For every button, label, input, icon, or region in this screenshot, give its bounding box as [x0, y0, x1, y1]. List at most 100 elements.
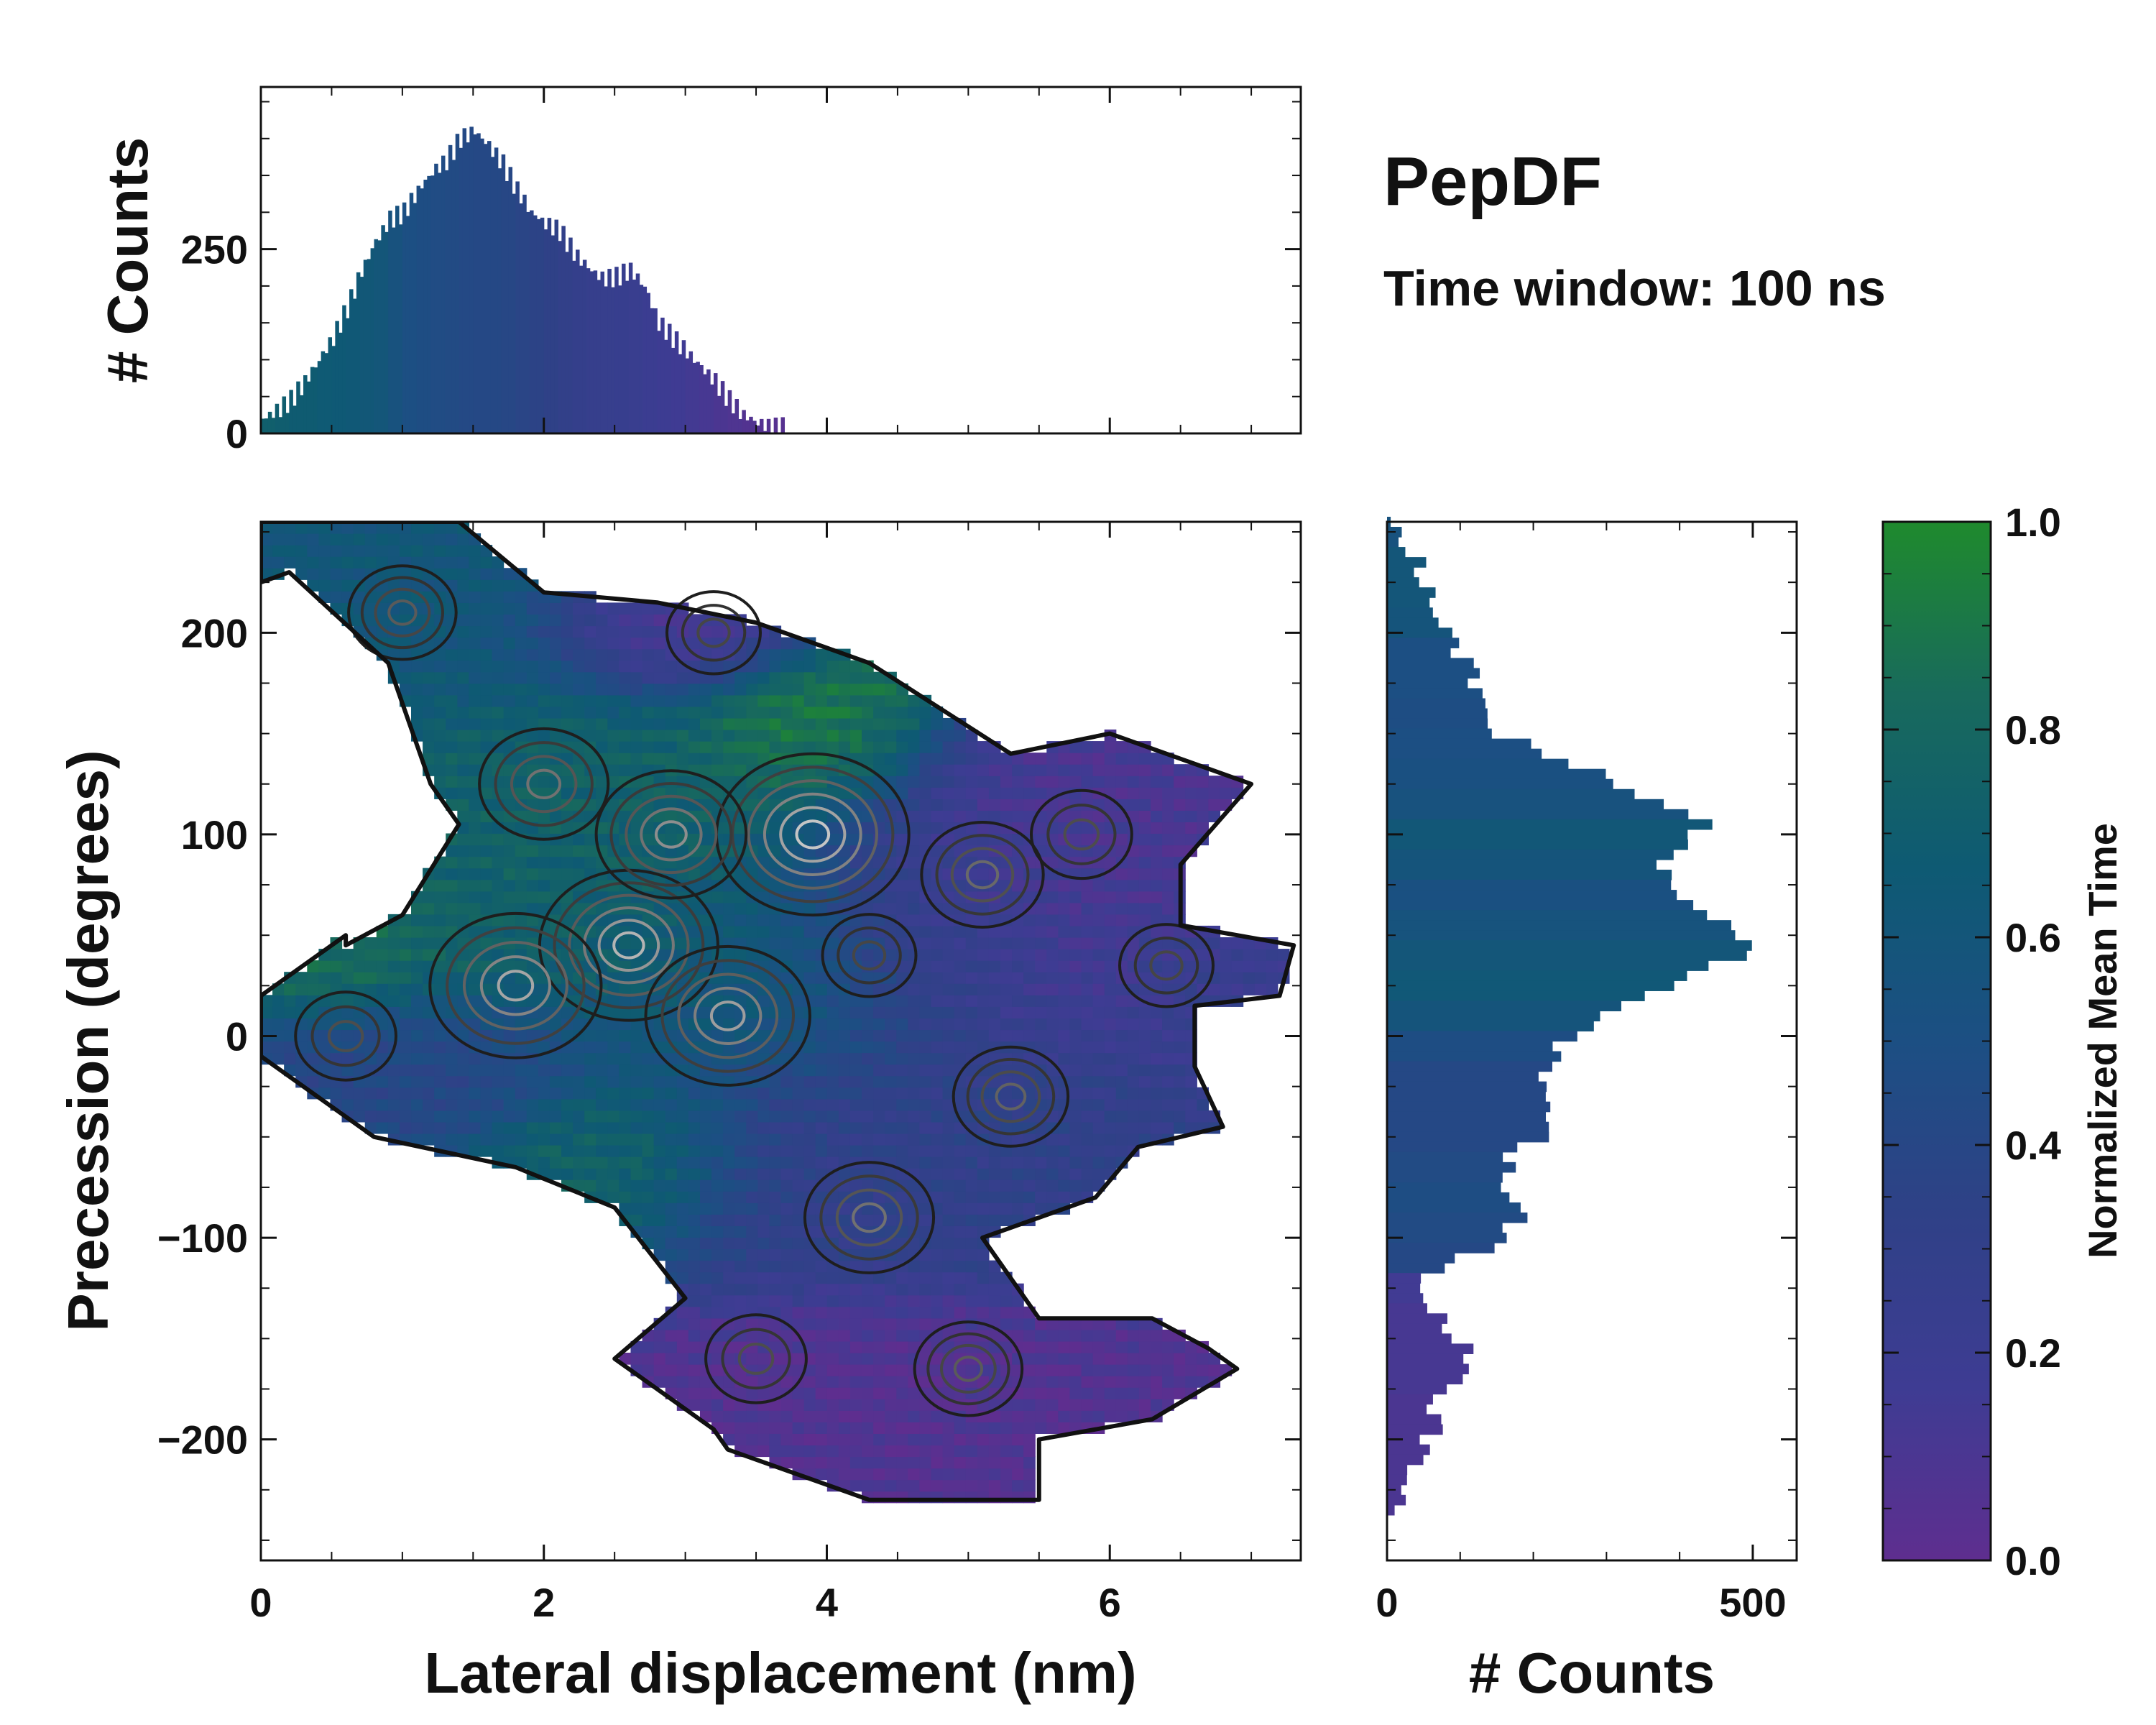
- heatmap-cell: [1092, 1064, 1105, 1077]
- heatmap-cell: [1023, 1387, 1036, 1399]
- heatmap-cell: [526, 879, 539, 892]
- heatmap-cell: [826, 1340, 839, 1353]
- heatmap-cell: [954, 1271, 967, 1284]
- heatmap-cell: [723, 1214, 735, 1226]
- right-histogram-xlabel: # Counts: [1469, 1641, 1715, 1705]
- heatmap-cell: [919, 822, 932, 834]
- heatmap-cell: [619, 625, 632, 638]
- heatmap-cell: [503, 671, 516, 684]
- heatmap-cell: [411, 1029, 423, 1042]
- heatmap-cell: [803, 1294, 816, 1307]
- heatmap-cell: [1035, 972, 1047, 984]
- heatmap-cell: [457, 1133, 469, 1146]
- heatmap-cell: [942, 1260, 955, 1273]
- heatmap-cell: [826, 1364, 839, 1376]
- density-contour: [980, 1070, 1041, 1123]
- heatmap-cell: [492, 879, 505, 892]
- heatmap-cell: [977, 776, 990, 788]
- heatmap-cell: [723, 949, 735, 961]
- heatmap-cell: [815, 1145, 828, 1157]
- heatmap-cell: [630, 995, 643, 1007]
- right-histogram-bar: [1387, 778, 1613, 790]
- top-histogram-bar: [494, 147, 499, 433]
- heatmap-cell: [665, 1156, 678, 1169]
- heatmap-cell: [849, 1422, 862, 1434]
- heatmap-cell: [792, 1121, 805, 1134]
- heatmap-cell: [295, 1029, 308, 1042]
- heatmap-cell: [469, 1121, 482, 1134]
- heatmap-cell: [815, 717, 828, 730]
- heatmap-cell: [688, 1317, 701, 1330]
- heatmap-cell: [619, 937, 632, 949]
- heatmap-cell: [734, 683, 747, 696]
- heatmap-cell: [1058, 1018, 1071, 1031]
- heatmap-cell: [526, 637, 539, 650]
- heatmap-cell: [584, 845, 596, 857]
- heatmap-cell: [573, 637, 585, 650]
- heatmap-cell: [838, 1445, 851, 1458]
- heatmap-cell: [423, 914, 435, 926]
- heatmap-cell: [1150, 1121, 1163, 1134]
- right-histogram-bar: [1387, 1343, 1474, 1354]
- heatmap-cell: [1046, 879, 1059, 892]
- heatmap-cell: [838, 810, 851, 823]
- heatmap-cell: [411, 1018, 423, 1031]
- heatmap-cell: [307, 960, 319, 972]
- heatmap-cell: [642, 1098, 655, 1111]
- heatmap-cell: [885, 1364, 897, 1376]
- heatmap-cell: [815, 1029, 828, 1042]
- heatmap-cell: [480, 891, 493, 903]
- heatmap-cell: [1115, 1075, 1128, 1088]
- heatmap-cell: [838, 1121, 851, 1134]
- right-histogram-bar: [1387, 658, 1474, 669]
- heatmap-cell: [746, 637, 758, 650]
- heatmap-cell: [780, 787, 793, 799]
- heatmap-cell: [792, 1191, 805, 1203]
- heatmap-cell: [988, 1006, 1001, 1018]
- heatmap-cell: [503, 694, 516, 707]
- heatmap-cell: [261, 545, 273, 557]
- heatmap-cell: [780, 1168, 793, 1180]
- heatmap-cell: [653, 730, 666, 742]
- heatmap-cell: [803, 1087, 816, 1100]
- heatmap-cell: [561, 1029, 573, 1042]
- heatmap-cell: [862, 706, 874, 719]
- heatmap-cell: [1035, 1179, 1047, 1192]
- heatmap-cell: [469, 1087, 482, 1100]
- heatmap-cell: [780, 1202, 793, 1215]
- heatmap-cell: [272, 533, 285, 546]
- heatmap-cell: [515, 787, 528, 799]
- heatmap-cell: [549, 717, 562, 730]
- heatmap-cell: [330, 1052, 343, 1065]
- heatmap-cell: [549, 879, 562, 892]
- heatmap-cell: [1058, 1191, 1071, 1203]
- heatmap-cell: [353, 972, 366, 984]
- heatmap-cell: [746, 1271, 758, 1284]
- heatmap-cell: [699, 1399, 712, 1411]
- heatmap-cell: [676, 1156, 689, 1169]
- heatmap-cell: [1174, 1387, 1186, 1399]
- heatmap-cell: [1104, 1006, 1117, 1018]
- heatmap-cell: [676, 1075, 689, 1088]
- heatmap-cell: [1127, 764, 1140, 776]
- heatmap-cell: [862, 1052, 874, 1065]
- heatmap-cell: [1081, 972, 1094, 984]
- heatmap-cell: [954, 1087, 967, 1100]
- right-histogram-bar: [1387, 648, 1451, 658]
- heatmap-cell: [977, 960, 990, 972]
- heatmap-cell: [619, 1075, 632, 1088]
- top-histogram-bar: [522, 194, 527, 433]
- heatmap-cell: [792, 1364, 805, 1376]
- top-histogram-bar: [430, 175, 435, 433]
- heatmap-cell: [295, 522, 308, 534]
- heatmap-cell: [711, 1110, 724, 1123]
- heatmap-cell: [1104, 753, 1117, 765]
- heatmap-cell: [838, 868, 851, 880]
- heatmap-cell: [630, 1202, 643, 1215]
- heatmap-cell: [642, 753, 655, 765]
- density-contour: [665, 590, 762, 676]
- heatmap-cell: [792, 741, 805, 753]
- heatmap-cell: [1231, 972, 1244, 984]
- heatmap-cell: [1174, 949, 1186, 961]
